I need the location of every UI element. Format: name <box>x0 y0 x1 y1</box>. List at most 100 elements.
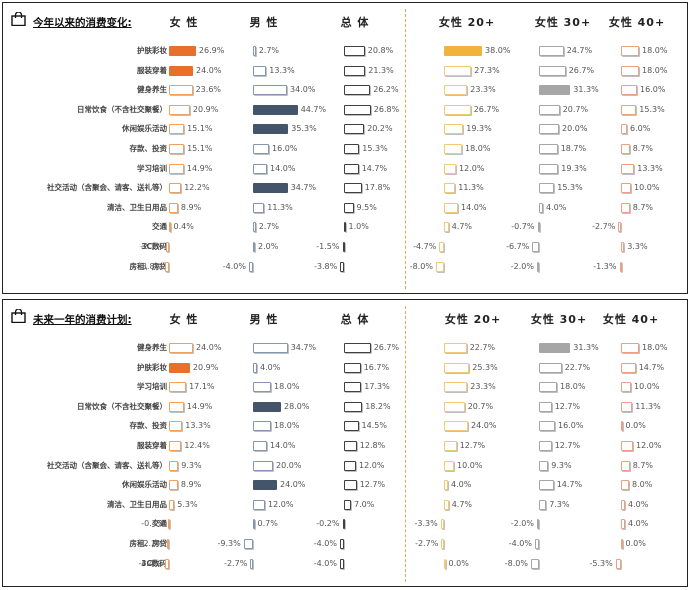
bar-total <box>344 144 360 154</box>
bar-male <box>253 421 271 432</box>
value-label-male: 11.3% <box>267 202 293 212</box>
bar-female <box>166 539 169 549</box>
bar-female-30 <box>535 539 539 549</box>
bar-total <box>344 460 356 471</box>
bar-female <box>169 85 193 96</box>
bar-female-30 <box>539 65 566 76</box>
value-label-female-20: -4.7% <box>413 242 437 251</box>
value-label-female: 24.0% <box>196 343 222 352</box>
bar-female <box>169 480 178 491</box>
bar-female-20 <box>444 558 446 569</box>
bar-male <box>253 144 269 154</box>
bar-female-30 <box>537 519 539 530</box>
bar-female-20 <box>444 499 449 510</box>
bar-female <box>169 163 184 174</box>
value-label-female-30: 14.7% <box>556 480 583 490</box>
bar-female-20 <box>444 362 470 373</box>
value-label-female-40: 0.0% <box>625 539 646 548</box>
bar-male <box>253 362 257 373</box>
bar-female-30 <box>539 499 547 510</box>
value-label-female-20: 38.0% <box>485 46 511 55</box>
bar-total <box>344 124 365 135</box>
value-label-female: 0.4% <box>173 222 194 232</box>
value-label-female-20: 12.0% <box>459 163 485 173</box>
value-label-female-20: 22.7% <box>469 343 496 352</box>
bar-female <box>169 183 182 194</box>
value-label-female-20: 4.7% <box>451 222 473 232</box>
bar-male <box>253 382 271 393</box>
category-label: 清洁、卫生日用品 <box>107 499 167 509</box>
value-label-female: 20.9% <box>192 104 219 114</box>
bar-female-20 <box>444 222 449 233</box>
value-label-female: 13.3% <box>185 421 211 431</box>
value-label-female-30: 12.7% <box>554 401 581 411</box>
value-label-male: -2.7% <box>224 558 248 568</box>
bar-total <box>344 46 365 56</box>
value-label-female-30: -6.7% <box>506 242 530 251</box>
dashed-divider <box>405 306 406 582</box>
category-label: 健身养生 <box>137 85 167 95</box>
category-label: 清洁、卫生日用品 <box>107 202 167 212</box>
bar-female-40 <box>621 401 633 412</box>
value-label-female-20: 20.7% <box>467 401 494 411</box>
value-label-female-40: 11.3% <box>635 401 661 411</box>
column-header-female: 女 性 <box>169 313 199 326</box>
bar-male <box>253 401 281 412</box>
bar-female-30 <box>539 163 559 174</box>
column-header-total: 总 体 <box>340 16 370 29</box>
bar-female <box>169 441 182 451</box>
value-label-female: 15.1% <box>187 144 213 153</box>
value-label-total: 9.5% <box>356 202 377 212</box>
value-label-male: 4.0% <box>260 362 281 372</box>
value-label-total: 20.8% <box>367 46 394 55</box>
value-label-female-40: 16.0% <box>640 85 666 95</box>
bar-male <box>253 242 255 252</box>
value-label-female: 8.9% <box>180 202 202 212</box>
bar-female-20 <box>444 480 448 491</box>
value-label-male: -9.3% <box>217 539 241 548</box>
category-label: 护肤彩妆 <box>137 46 167 55</box>
bar-female-20 <box>444 183 456 194</box>
value-label-total: -4.0% <box>313 558 337 568</box>
bar-female-40 <box>621 499 625 510</box>
bar-female-40 <box>621 480 629 491</box>
value-label-female-30: 7.3% <box>549 499 570 509</box>
bar-male <box>243 539 253 549</box>
category-label: 日常饮食（不含社交聚餐） <box>77 401 167 411</box>
value-label-female-40: 8.7% <box>632 144 654 153</box>
category-label: 存款、投资 <box>129 421 168 431</box>
bar-female-20 <box>444 421 468 432</box>
value-label-female: 12.2% <box>184 183 210 193</box>
value-label-female-40: 10.0% <box>634 183 660 193</box>
column-header-female-30: 女性 30+ <box>530 313 588 326</box>
category-label: 护肤彩妆 <box>137 362 167 372</box>
bar-female-30 <box>539 441 552 451</box>
bar-male <box>253 343 288 353</box>
column-header-female-30: 女性 30+ <box>534 16 592 29</box>
value-label-male: 24.0% <box>280 480 306 490</box>
bar-female-30 <box>539 104 560 115</box>
bar-female-30 <box>539 124 559 135</box>
value-label-female-20: 4.7% <box>451 499 473 509</box>
bar-female-40 <box>621 441 633 451</box>
value-label-total: 17.3% <box>364 382 390 392</box>
value-label-female-30: 24.7% <box>566 46 593 55</box>
value-label-female-30: -2.0% <box>510 261 534 271</box>
value-label-female-40: 4.0% <box>628 519 649 529</box>
category-label: 3C数码 <box>141 242 167 251</box>
bar-female-40 <box>621 104 637 115</box>
value-label-female-40: 13.3% <box>637 163 663 173</box>
column-header-female-20: 女性 20+ <box>444 313 502 326</box>
value-label-male: 12.0% <box>268 499 294 509</box>
value-label-total: 12.7% <box>359 480 386 490</box>
bar-total <box>344 104 371 115</box>
value-label-total: 12.0% <box>359 460 385 470</box>
value-label-female-20: 25.3% <box>472 362 498 372</box>
bar-female-20 <box>444 46 482 56</box>
value-label-total: 14.5% <box>361 421 387 431</box>
value-label-female-40: 8.7% <box>632 202 654 212</box>
bar-total <box>342 519 345 530</box>
bar-male <box>253 65 267 76</box>
bar-female-20 <box>439 242 444 252</box>
value-label-female-30: 18.7% <box>560 144 587 153</box>
